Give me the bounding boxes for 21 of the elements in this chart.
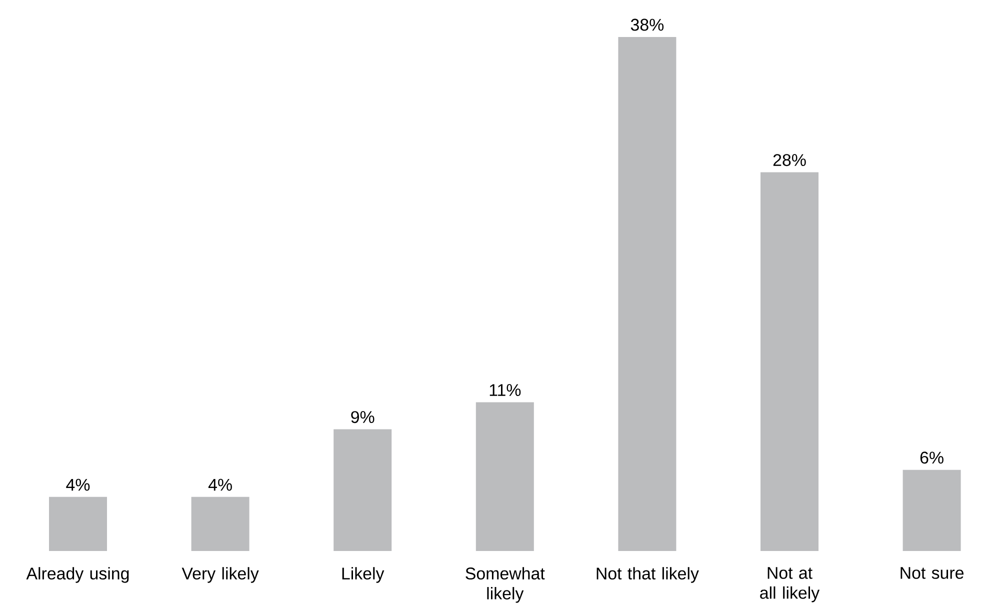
x-tick-label: Not at all likely: [760, 567, 820, 602]
bar: [191, 496, 250, 551]
data-label: 28%: [773, 154, 806, 166]
bar: [49, 496, 107, 551]
data-label: 4%: [66, 478, 90, 491]
x-tick-label: Already using: [26, 567, 129, 583]
bar: [476, 402, 534, 551]
bar: [902, 470, 961, 551]
x-tick-label: Somewhat likely: [466, 567, 545, 603]
x-tick-label: Likely: [342, 567, 384, 583]
x-tick-label: Not that likely: [596, 567, 699, 583]
data-label: 9%: [351, 411, 374, 424]
data-label: 11%: [490, 384, 521, 396]
bar: [618, 36, 676, 551]
x-tick-label: Not sure: [900, 567, 964, 579]
data-label: 38%: [630, 18, 664, 31]
data-label: 4%: [208, 478, 232, 491]
bar: [334, 429, 392, 551]
data-label: 6%: [920, 452, 944, 464]
bar: [760, 172, 819, 551]
x-tick-label: Very likely: [182, 567, 259, 583]
